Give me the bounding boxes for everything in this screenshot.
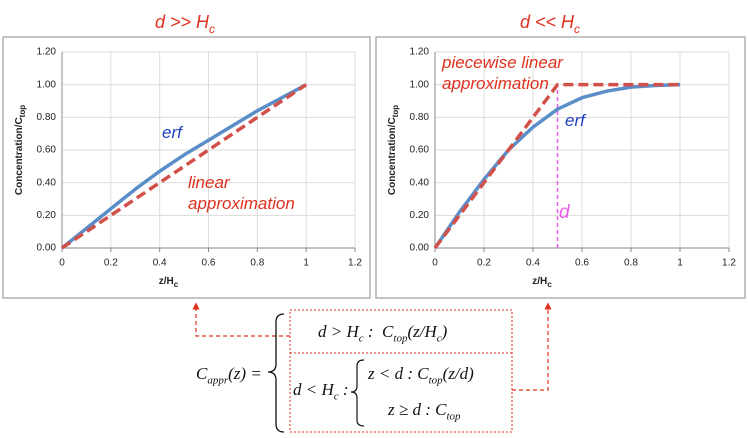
title-text: d >> H bbox=[155, 12, 210, 32]
equation-case2a: z < d : Ctop(z/d) bbox=[368, 364, 474, 386]
equation-case2b: z ≥ d : Ctop bbox=[388, 400, 461, 422]
x-tick-label: 0.8 bbox=[624, 258, 638, 269]
eq-sub: c bbox=[436, 332, 442, 345]
x-tick-label: 0.6 bbox=[202, 258, 216, 269]
eq-text: d < H bbox=[293, 380, 334, 399]
eq-text: z < d : C bbox=[368, 364, 429, 383]
y-tick-label: 0.80 bbox=[410, 112, 430, 123]
series-line bbox=[61, 83, 308, 250]
y-tick-label: 0.40 bbox=[410, 177, 430, 188]
y-tick-label: 0.80 bbox=[37, 112, 57, 123]
y-tick-label: 0.00 bbox=[37, 243, 57, 254]
outer-brace bbox=[267, 313, 285, 433]
eq-text: ) bbox=[441, 322, 448, 341]
eq-text: (z/d) bbox=[442, 364, 474, 383]
title-text: d << H bbox=[520, 12, 575, 32]
y-label-subscript: top bbox=[391, 105, 400, 118]
eq-text: z ≥ d : C bbox=[388, 400, 447, 419]
equation-case2-condition: d < Hc : bbox=[293, 380, 349, 402]
y-label-text: Concentration/C bbox=[387, 117, 398, 195]
y-tick-label: 0.60 bbox=[410, 145, 430, 156]
eq-text: C bbox=[196, 364, 208, 383]
y-tick-label: 1.20 bbox=[37, 47, 57, 58]
eq-sub: top bbox=[393, 332, 408, 345]
eq-text: (z) = bbox=[228, 364, 262, 383]
x-label-text: z/H bbox=[532, 276, 547, 287]
eq-text: d > H bbox=[318, 322, 359, 341]
x-label-subscript: c bbox=[174, 280, 179, 289]
title-subscript: c bbox=[209, 22, 215, 36]
title-subscript: c bbox=[574, 22, 580, 36]
y-tick-label: 0.00 bbox=[410, 243, 430, 254]
equation-lhs: Cappr(z) = bbox=[196, 364, 262, 386]
eq-text: (z/H bbox=[407, 322, 437, 341]
eq-sub: c bbox=[333, 390, 339, 403]
y-tick-label: 0.40 bbox=[37, 177, 57, 188]
y-axis-label: Concentration/Ctop bbox=[14, 105, 27, 195]
series-label: linear approximation bbox=[188, 173, 295, 213]
series-label: erf bbox=[565, 111, 585, 130]
series-label: erf bbox=[162, 123, 182, 142]
eq-sub: appr bbox=[207, 374, 229, 387]
y-label-text: Concentration/C bbox=[14, 117, 25, 195]
x-tick-label: 0.6 bbox=[575, 258, 589, 269]
x-tick-label: 1.2 bbox=[722, 258, 736, 269]
x-label-text: z/H bbox=[159, 276, 174, 287]
x-tick-label: 1 bbox=[303, 258, 309, 269]
x-tick-label: 0.2 bbox=[477, 258, 491, 269]
eq-text: : bbox=[338, 380, 349, 399]
eq-sub: top bbox=[446, 410, 461, 423]
inner-brace bbox=[350, 359, 365, 427]
marker-label: d bbox=[559, 202, 570, 223]
y-tick-label: 0.20 bbox=[37, 210, 57, 221]
y-axis-label: Concentration/Ctop bbox=[387, 105, 400, 195]
series-label: piecewise linear approximation bbox=[442, 53, 563, 93]
x-tick-label: 0.2 bbox=[104, 258, 118, 269]
y-tick-label: 1.00 bbox=[37, 79, 57, 90]
x-axis-label: z/Hc bbox=[159, 276, 179, 289]
chart-frame bbox=[375, 36, 746, 299]
x-label-subscript: c bbox=[547, 280, 552, 289]
x-tick-label: 0.8 bbox=[250, 258, 264, 269]
x-tick-label: 0 bbox=[59, 258, 65, 269]
y-tick-label: 1.00 bbox=[410, 79, 430, 90]
series-line bbox=[433, 82, 681, 249]
series-line bbox=[60, 83, 307, 250]
chart-frame bbox=[2, 36, 371, 299]
x-tick-label: 0.4 bbox=[153, 258, 167, 269]
y-tick-label: 1.20 bbox=[410, 47, 430, 58]
x-tick-label: 0 bbox=[432, 258, 438, 269]
y-tick-label: 0.60 bbox=[37, 145, 57, 156]
equation-case1: d > Hc : Ctop(z/Hc) bbox=[318, 322, 447, 344]
eq-sub: c bbox=[358, 332, 364, 345]
x-axis-label: z/Hc bbox=[532, 276, 552, 289]
eq-sub: top bbox=[428, 374, 443, 387]
x-tick-label: 0.4 bbox=[526, 258, 540, 269]
arrow-left bbox=[192, 302, 290, 337]
y-tick-label: 0.20 bbox=[410, 210, 430, 221]
series-line bbox=[433, 82, 680, 250]
chart-title: d << Hc bbox=[520, 12, 580, 36]
eq-text: : C bbox=[363, 322, 394, 341]
chart-title: d >> Hc bbox=[155, 12, 215, 36]
x-tick-label: 1.2 bbox=[348, 258, 362, 269]
x-tick-label: 1 bbox=[677, 258, 683, 269]
y-label-subscript: top bbox=[18, 105, 27, 118]
arrow-right bbox=[512, 302, 552, 391]
